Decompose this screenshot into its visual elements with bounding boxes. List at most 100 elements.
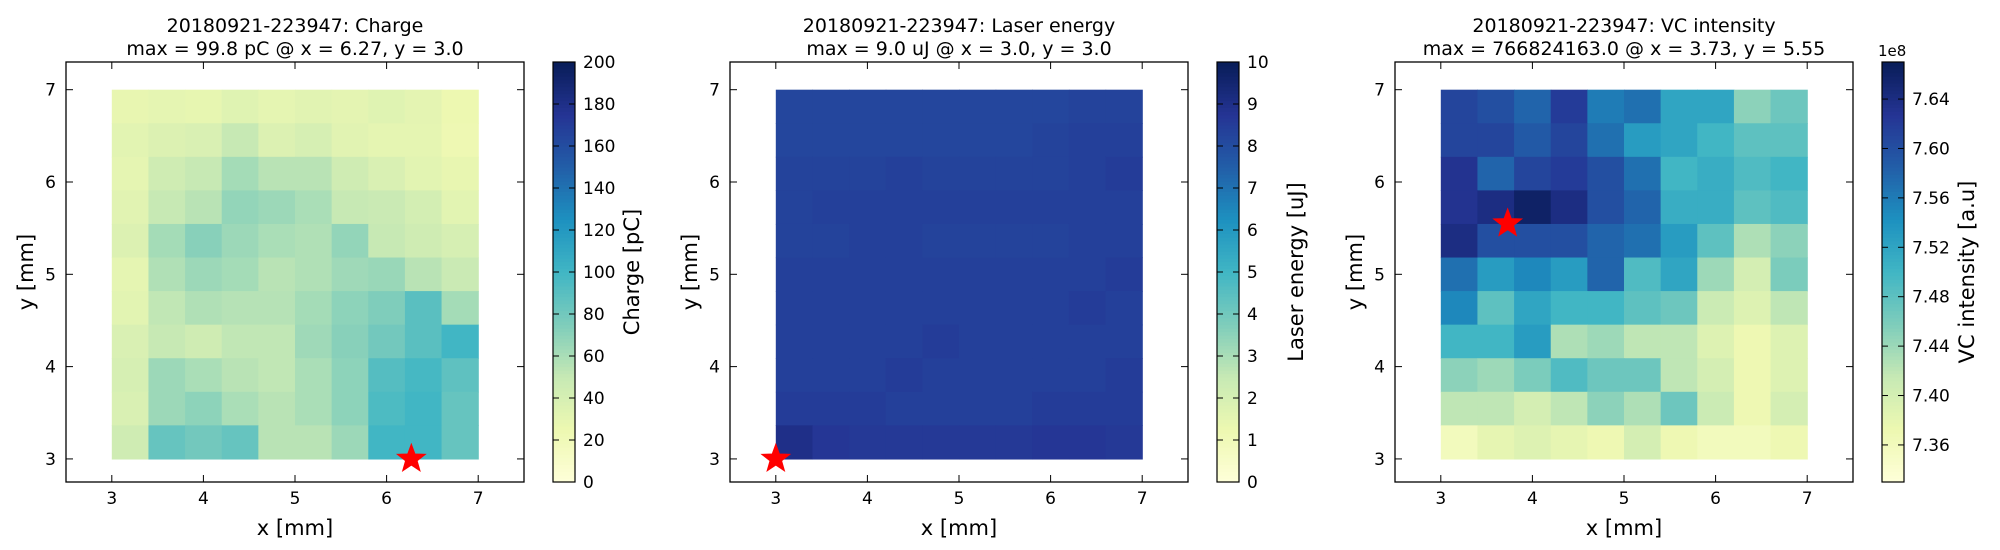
heatmap-cell: [812, 190, 850, 225]
colorbar-segment: [1882, 153, 1904, 158]
colorbar-segment: [553, 279, 575, 284]
heatmap-cell: [775, 324, 814, 359]
heatmap-cell: [185, 291, 223, 326]
colorbar-segment: [1217, 240, 1239, 245]
colorbar-segment: [1882, 328, 1904, 333]
colorbar-segment: [553, 251, 575, 256]
heatmap-cell: [295, 291, 333, 326]
heatmap-cell: [1514, 291, 1552, 326]
colorbar-segment: [1217, 307, 1239, 312]
colorbar-segment: [553, 247, 575, 252]
colorbar-segment: [1217, 181, 1239, 186]
heatmap-cell: [1624, 223, 1662, 259]
heatmap-cell: [258, 257, 296, 292]
colorbar-segment: [1882, 321, 1904, 326]
heatmap-cell: [441, 156, 479, 191]
heatmap-cell: [1697, 257, 1735, 292]
colorbar-segment: [1882, 114, 1904, 119]
colorbar-segment: [553, 342, 575, 347]
heatmap-cell: [441, 425, 479, 460]
y-tick-label: 3: [709, 450, 720, 470]
colorbar-segment: [1217, 405, 1239, 410]
heatmap-cell: [258, 324, 296, 359]
heatmap-cell: [368, 358, 406, 393]
colorbar-segment: [1217, 317, 1239, 322]
colorbar-segment: [1882, 93, 1904, 98]
colorbar-segment: [1882, 254, 1904, 259]
heatmap-cell: [111, 425, 150, 460]
heatmap-cell: [1068, 324, 1107, 359]
colorbar-segment: [1217, 118, 1239, 123]
heatmap-cell: [1105, 358, 1143, 393]
colorbar-tick-label: 6: [1247, 221, 1258, 241]
heatmap-cell: [148, 425, 186, 460]
colorbar-segment: [1882, 419, 1904, 424]
colorbar-tick-label: 20: [583, 431, 605, 451]
heatmap-cell: [849, 391, 887, 426]
colorbar-segment: [1217, 177, 1239, 182]
heatmap-cell: [111, 190, 150, 225]
colorbar-segment: [553, 90, 575, 95]
heatmap-cell: [995, 391, 1033, 426]
heatmap-cell: [922, 425, 960, 460]
colorbar-tick-label: 7: [1247, 179, 1258, 199]
max-marker-star: [1492, 207, 1524, 237]
colorbar-segment: [1217, 377, 1239, 382]
heatmap-cell: [1514, 257, 1552, 292]
colorbar-segment: [553, 314, 575, 319]
colorbar-tick-label: 7.60: [1912, 139, 1950, 159]
heatmap-cell: [111, 89, 150, 124]
colorbar-segment: [553, 363, 575, 368]
colorbar-tick-label: 7.64: [1912, 90, 1950, 110]
heatmap-cell: [185, 358, 223, 393]
heatmap-cell: [1733, 324, 1772, 359]
heatmap-cell: [1770, 291, 1808, 326]
heatmap-cell: [441, 257, 479, 292]
colorbar-segment: [553, 139, 575, 144]
heatmap-cell: [404, 89, 443, 124]
colorbar-segment: [553, 62, 575, 67]
heatmap-cell: [1032, 391, 1070, 426]
colorbar-segment: [1217, 461, 1239, 466]
colorbar-segment: [1882, 160, 1904, 165]
colorbar-segment: [553, 212, 575, 217]
colorbar-segment: [1882, 359, 1904, 364]
colorbar-segment: [1217, 286, 1239, 291]
colorbar-segment: [1217, 226, 1239, 231]
heatmap-cell: [258, 223, 296, 259]
colorbar-segment: [1882, 265, 1904, 270]
heatmap-cell: [258, 291, 296, 326]
y-axis-label: y [mm]: [678, 234, 702, 310]
colorbar-segment: [553, 422, 575, 427]
colorbar-segment: [1217, 265, 1239, 270]
heatmap-cell: [1733, 391, 1772, 426]
colorbar-segment: [1217, 167, 1239, 172]
colorbar-segment: [1882, 443, 1904, 448]
heatmap-cell: [331, 391, 369, 426]
colorbar-segment: [1882, 370, 1904, 375]
colorbar-segment: [1882, 121, 1904, 126]
colorbar-segment: [553, 128, 575, 133]
heatmap-cell: [959, 425, 997, 460]
colorbar-segment: [553, 317, 575, 322]
colorbar-segment: [1882, 65, 1904, 70]
heatmap-cell: [775, 257, 814, 292]
colorbar: 0 20 40 60 80 100 120 140 160 180 200 Charge [pC]: [552, 53, 644, 493]
colorbar-segment: [1217, 408, 1239, 413]
colorbar-segment: [553, 181, 575, 186]
colorbar-segment: [1217, 352, 1239, 357]
heatmap-cell: [148, 89, 186, 124]
colorbar-segment: [1217, 156, 1239, 161]
colorbar-segment: [553, 457, 575, 462]
colorbar-segment: [1882, 426, 1904, 431]
colorbar-segment: [553, 331, 575, 336]
heatmap-cell: [1514, 391, 1552, 426]
heatmap-cell: [1624, 324, 1662, 359]
colorbar-segment: [1882, 412, 1904, 417]
colorbar-segment: [1217, 289, 1239, 294]
heatmap-cell: [1068, 223, 1107, 259]
heatmap-cell: [1105, 156, 1143, 191]
colorbar-segment: [1882, 90, 1904, 95]
